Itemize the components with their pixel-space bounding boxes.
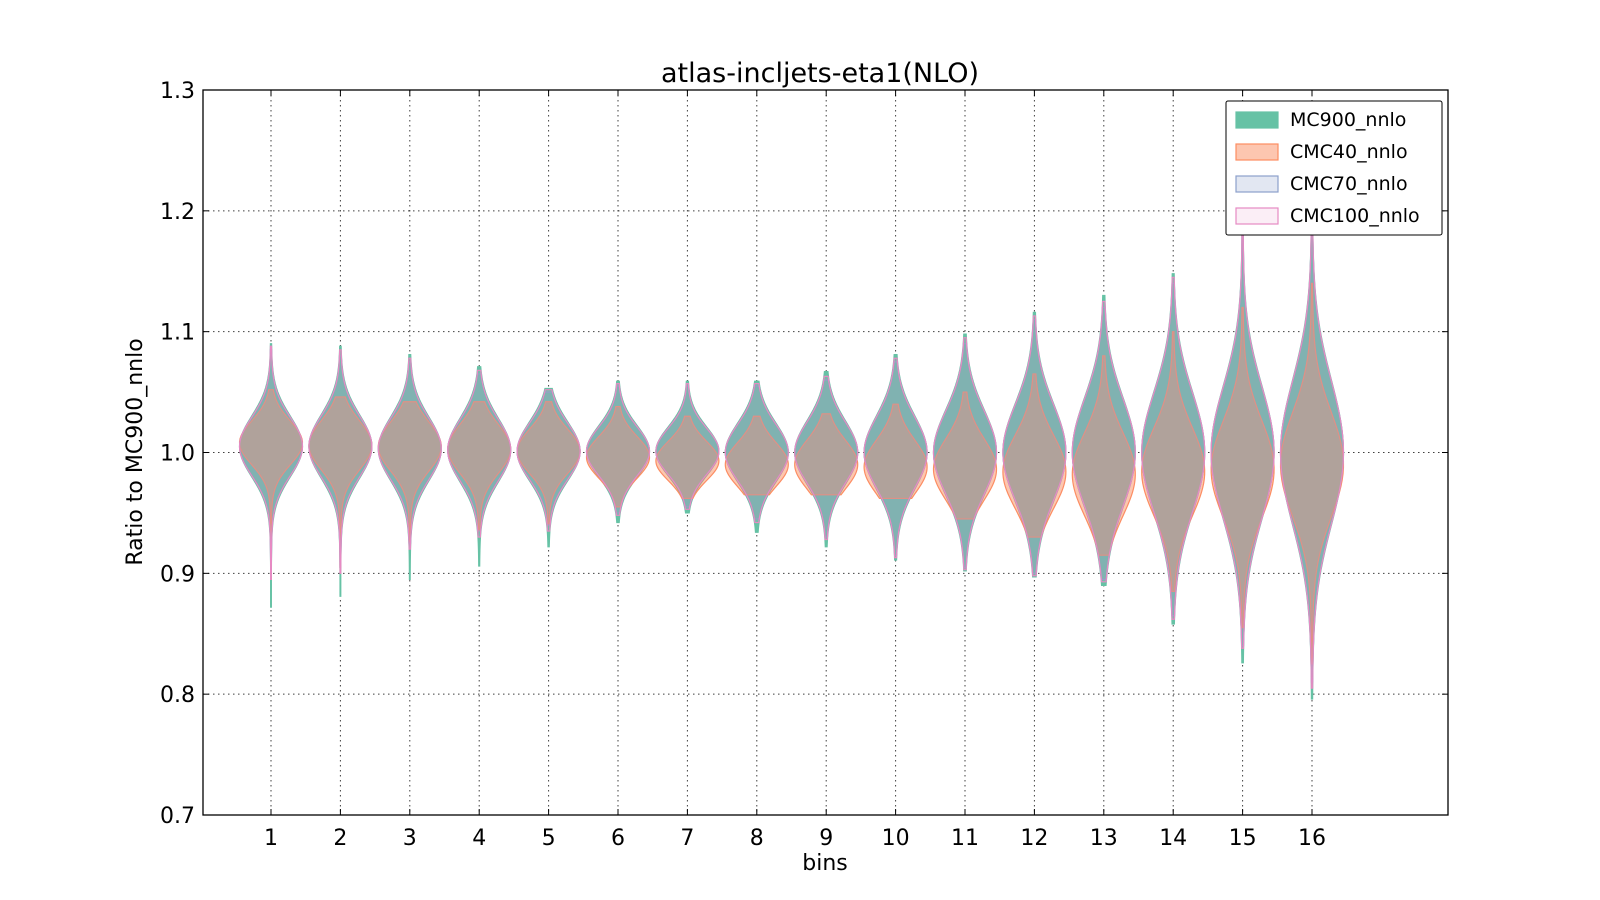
- violin-bin-15: [1210, 228, 1275, 649]
- x-axis-label: bins: [802, 851, 847, 876]
- violin-bin-6: [585, 383, 651, 516]
- violin-bin-11: [932, 337, 998, 571]
- x-tick-label: 13: [1090, 826, 1118, 851]
- legend-swatch: [1235, 175, 1279, 193]
- x-tick-label: 8: [750, 826, 764, 851]
- violin-bin-10: [863, 403, 928, 500]
- x-tick-label: 14: [1159, 826, 1187, 851]
- x-tick-label: 10: [882, 826, 910, 851]
- violin-bin-7: [655, 383, 720, 510]
- legend: MC900_nnlo CMC40_nnlo CMC70_nnlo CMC100_nnl…: [1225, 100, 1443, 236]
- y-tick-label: 1.1: [160, 321, 195, 346]
- x-tick-label: 11: [951, 826, 979, 851]
- x-tick-label: 4: [472, 826, 486, 851]
- axis-ticks: 0.70.80.91.01.11.21.31 2 3 4 5 6 7 8 9 10 11 12 13 14…: [160, 79, 1448, 851]
- x-tick-label: 9: [819, 826, 833, 851]
- y-tick-label: 0.7: [160, 804, 195, 829]
- violin-bin-16: [1279, 186, 1345, 689]
- violin-series: [238, 186, 1345, 689]
- violin-bin-5: [516, 389, 581, 532]
- violin-bin-3: [377, 401, 442, 544]
- violins: [238, 180, 1345, 700]
- violin-bin-6: [585, 405, 651, 508]
- x-tick-label: 3: [403, 826, 417, 851]
- x-tick-label: 16: [1298, 826, 1326, 851]
- x-tick-label: 15: [1229, 826, 1257, 851]
- violin-bin-1: [238, 389, 304, 574]
- y-tick-label: 0.9: [160, 562, 195, 587]
- violin-bin-9: [794, 413, 859, 496]
- violin-bin-12: [1002, 315, 1067, 577]
- violin-bin-4: [447, 401, 512, 532]
- violin-bin-9: [794, 375, 859, 541]
- violin-bin-13: [1071, 355, 1136, 556]
- violin-bin-5: [516, 401, 581, 526]
- legend-entry: MC900_nnlo: [1290, 109, 1406, 131]
- violin-bin-2: [308, 349, 373, 574]
- violin-bin-14: [1141, 331, 1206, 593]
- x-tick-label: 5: [542, 826, 556, 851]
- violin-bin-8: [724, 415, 789, 496]
- legend-box: [1225, 100, 1443, 236]
- legend-entry: CMC40_nnlo: [1290, 141, 1408, 163]
- violin-bin-12: [1002, 373, 1067, 538]
- y-tick-label: 0.8: [160, 683, 195, 708]
- x-tick-label: 2: [333, 826, 347, 851]
- chart-title: atlas-incljets-eta1(NLO): [661, 58, 979, 89]
- violin-bin-14: [1141, 276, 1206, 620]
- violin-bin-3: [377, 357, 442, 550]
- x-tick-label: 12: [1020, 826, 1048, 851]
- violin-bin-8: [724, 383, 789, 524]
- y-tick-label: 1.3: [160, 79, 195, 104]
- y-tick-label: 1.0: [160, 442, 195, 467]
- violin-bin-10: [863, 357, 928, 559]
- violin-bin-13: [1071, 300, 1136, 583]
- x-tick-label: 1: [264, 826, 278, 851]
- violin-series: [238, 282, 1345, 665]
- y-axis-label: Ratio to MC900_nnlo: [123, 338, 148, 565]
- y-tick-label: 1.2: [160, 200, 195, 225]
- violin-bin-1: [238, 345, 304, 580]
- x-tick-label: 6: [611, 826, 625, 851]
- violin-bin-2: [308, 396, 373, 568]
- legend-entry: CMC100_nnlo: [1290, 205, 1420, 227]
- violin-bin-16: [1279, 282, 1345, 665]
- legend-swatch: [1235, 207, 1279, 225]
- legend-swatch: [1235, 111, 1279, 129]
- legend-entry: CMC70_nnlo: [1290, 173, 1408, 195]
- violin-bin-11: [932, 391, 998, 520]
- x-tick-label: 7: [680, 826, 694, 851]
- legend-swatch: [1235, 143, 1279, 161]
- violin-bin-4: [447, 369, 512, 538]
